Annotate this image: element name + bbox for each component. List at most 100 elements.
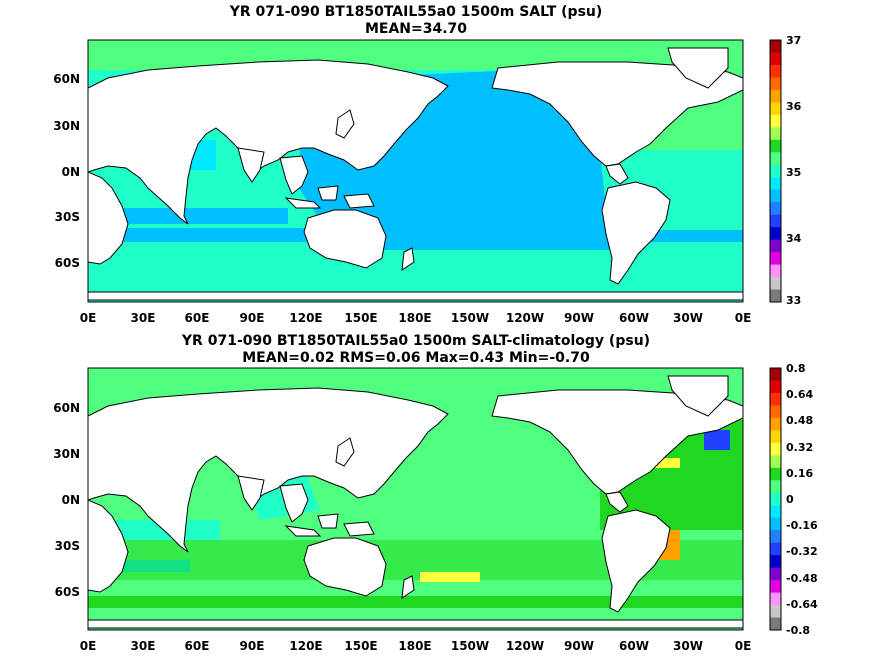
top-map-panel: YR 071-090 BT1850TAIL55a0 1500m SALT (ps… xyxy=(53,4,801,325)
top-map-y-ticks: 60N 30N 0N 30S 60S xyxy=(53,72,80,270)
y-tick-label: 30S xyxy=(55,210,80,224)
x-tick-label: 90E xyxy=(240,639,265,653)
colorbar-swatch xyxy=(770,64,781,78)
colorbar-label: 35 xyxy=(786,166,801,179)
colorbar-swatch xyxy=(770,605,781,618)
colorbar-swatch xyxy=(770,227,781,241)
colorbar-swatch xyxy=(770,542,781,556)
colorbar-swatch xyxy=(770,127,781,141)
bottom-colorbar-labels: 0.8 0.64 0.48 0.32 0.16 0 -0.16 -0.32 -0… xyxy=(786,362,818,637)
x-tick-label: 30W xyxy=(673,639,703,653)
x-tick-label: 90W xyxy=(564,639,594,653)
y-tick-label: 30N xyxy=(53,119,80,133)
colorbar-swatch xyxy=(770,77,781,91)
colorbar-swatch xyxy=(770,480,781,494)
x-tick-label: 120E xyxy=(289,639,322,653)
top-map-title: YR 071-090 BT1850TAIL55a0 1500m SALT (ps… xyxy=(229,4,603,20)
colorbar-label: 0.48 xyxy=(786,414,813,427)
top-colorbar xyxy=(769,39,782,303)
x-tick-label: 90E xyxy=(240,311,265,325)
bottom-map-x-ticks: 0E 30E 60E 90E 120E 150E 180E 150W 120W … xyxy=(80,639,752,653)
colorbar-swatch xyxy=(770,442,781,456)
colorbar-label: -0.64 xyxy=(786,598,818,611)
x-tick-label: 30W xyxy=(673,311,703,325)
colorbar-swatch xyxy=(770,505,781,519)
y-tick-label: 60S xyxy=(55,585,80,599)
bottom-map-y-ticks: 60N 30N 0N 30S 60S xyxy=(53,401,80,599)
colorbar-swatch xyxy=(770,277,781,290)
x-tick-label: 150E xyxy=(344,311,377,325)
x-tick-label: 90W xyxy=(564,311,594,325)
colorbar-label: 0.8 xyxy=(786,362,806,375)
colorbar-swatch xyxy=(770,40,781,53)
colorbar-swatch xyxy=(770,555,781,569)
x-tick-label: 0E xyxy=(80,311,97,325)
colorbar-swatch xyxy=(770,202,781,216)
y-tick-label: 60S xyxy=(55,256,80,270)
colorbar-label: 37 xyxy=(786,34,801,47)
colorbar-swatch xyxy=(770,392,781,406)
x-tick-label: 60E xyxy=(185,639,210,653)
colorbar-swatch xyxy=(770,214,781,228)
colorbar-swatch xyxy=(770,467,781,481)
colorbar-swatch xyxy=(770,492,781,506)
colorbar-swatch xyxy=(770,139,781,153)
colorbar-label: -0.32 xyxy=(786,545,818,558)
colorbar-label: 0 xyxy=(786,493,794,506)
x-tick-label: 120W xyxy=(506,639,544,653)
colorbar-label: 0.16 xyxy=(786,467,813,480)
colorbar-label: -0.16 xyxy=(786,519,818,532)
x-tick-label: 150W xyxy=(451,311,489,325)
colorbar-swatch xyxy=(770,455,781,469)
colorbar-swatch xyxy=(770,189,781,203)
y-tick-label: 30N xyxy=(53,447,80,461)
y-tick-label: 0N xyxy=(62,165,80,179)
x-tick-label: 0E xyxy=(735,311,752,325)
y-tick-label: 0N xyxy=(62,493,80,507)
x-tick-label: 150W xyxy=(451,639,489,653)
top-colorbar-labels: 37 36 35 34 33 xyxy=(786,34,802,307)
colorbar-swatch xyxy=(770,405,781,419)
colorbar-swatch xyxy=(770,517,781,531)
colorbar-swatch xyxy=(770,239,781,253)
colorbar-frame xyxy=(769,367,782,631)
colorbar-swatch xyxy=(770,114,781,128)
top-map-stats: MEAN=34.70 xyxy=(365,21,467,37)
colorbar-label: 33 xyxy=(786,294,801,307)
bottom-colorbar xyxy=(769,367,782,631)
y-tick-label: 60N xyxy=(53,401,80,415)
x-tick-label: 30E xyxy=(131,639,156,653)
x-tick-label: 0E xyxy=(735,639,752,653)
colorbar-label: -0.48 xyxy=(786,572,818,585)
x-tick-label: 120E xyxy=(289,311,322,325)
x-tick-label: 180E xyxy=(398,639,431,653)
bottom-map-panel: YR 071-090 BT1850TAIL55a0 1500m SALT-cli… xyxy=(53,333,818,653)
colorbar-swatch xyxy=(770,430,781,444)
colorbar-swatch xyxy=(770,164,781,178)
colorbar-swatch xyxy=(770,567,781,581)
y-tick-label: 60N xyxy=(53,72,80,86)
top-map-x-ticks: 0E 30E 60E 90E 120E 150E 180E 150W 120W … xyxy=(80,311,752,325)
colorbar-swatch xyxy=(770,530,781,544)
colorbar-swatch xyxy=(770,617,781,631)
colorbar-swatch xyxy=(770,52,781,66)
colorbar-swatch xyxy=(770,592,781,606)
bottom-map-stats: MEAN=0.02 RMS=0.06 Max=0.43 Min=-0.70 xyxy=(242,350,590,366)
colorbar-swatch xyxy=(770,289,781,303)
x-tick-label: 60W xyxy=(619,639,649,653)
colorbar-swatch xyxy=(770,89,781,103)
colorbar-swatch xyxy=(770,417,781,431)
bottom-map-title: YR 071-090 BT1850TAIL55a0 1500m SALT-cli… xyxy=(181,333,650,349)
top-map-field xyxy=(88,40,743,302)
x-tick-label: 150E xyxy=(344,639,377,653)
colorbar-swatch xyxy=(770,264,781,278)
colorbar-swatch xyxy=(770,252,781,265)
colorbar-label: 0.32 xyxy=(786,441,813,454)
y-tick-label: 30S xyxy=(55,539,80,553)
x-tick-label: 60W xyxy=(619,311,649,325)
colorbar-label: 34 xyxy=(786,232,802,245)
x-tick-label: 180E xyxy=(398,311,431,325)
colorbar-swatch xyxy=(770,102,781,116)
x-tick-label: 60E xyxy=(185,311,210,325)
